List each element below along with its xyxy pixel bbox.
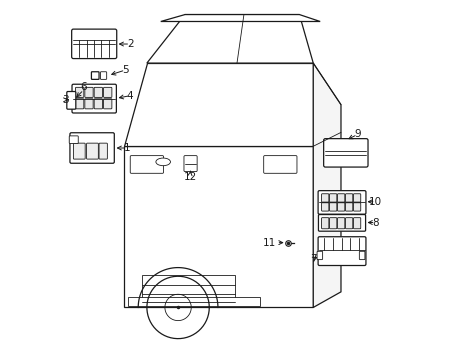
FancyBboxPatch shape [321,203,329,211]
FancyBboxPatch shape [85,87,93,97]
Text: 1: 1 [124,143,130,153]
FancyBboxPatch shape [354,194,361,202]
Text: 10: 10 [369,197,382,207]
Text: 5: 5 [122,65,129,75]
FancyBboxPatch shape [329,194,337,202]
Polygon shape [161,15,320,22]
FancyBboxPatch shape [72,84,117,113]
FancyBboxPatch shape [346,194,353,202]
FancyBboxPatch shape [87,143,99,159]
FancyBboxPatch shape [103,99,112,109]
Text: 9: 9 [354,129,361,140]
FancyBboxPatch shape [103,87,112,97]
FancyBboxPatch shape [324,139,368,167]
FancyBboxPatch shape [329,203,337,211]
FancyBboxPatch shape [319,215,365,231]
Polygon shape [313,63,341,307]
FancyBboxPatch shape [73,143,85,159]
Text: 4: 4 [127,91,134,101]
Polygon shape [124,146,313,307]
FancyBboxPatch shape [67,92,76,109]
FancyBboxPatch shape [94,99,102,109]
FancyBboxPatch shape [69,136,78,143]
FancyBboxPatch shape [75,99,84,109]
FancyBboxPatch shape [321,192,333,199]
FancyBboxPatch shape [91,72,99,79]
FancyBboxPatch shape [318,191,366,214]
FancyBboxPatch shape [94,87,102,97]
FancyBboxPatch shape [99,143,108,159]
FancyBboxPatch shape [70,133,114,163]
Bar [142,275,235,302]
FancyBboxPatch shape [359,251,365,260]
Ellipse shape [156,158,171,166]
Text: 6: 6 [81,82,87,92]
FancyBboxPatch shape [321,194,329,202]
FancyBboxPatch shape [184,156,197,172]
Polygon shape [147,15,313,63]
FancyBboxPatch shape [337,194,345,202]
FancyBboxPatch shape [354,218,361,229]
FancyBboxPatch shape [75,87,84,97]
Text: 12: 12 [183,172,197,182]
FancyBboxPatch shape [337,203,345,211]
FancyBboxPatch shape [346,218,353,229]
FancyBboxPatch shape [321,218,329,229]
FancyBboxPatch shape [130,156,164,173]
FancyBboxPatch shape [72,29,117,58]
Bar [128,297,260,306]
FancyBboxPatch shape [85,99,93,109]
FancyBboxPatch shape [100,72,107,79]
FancyBboxPatch shape [337,218,345,229]
Text: 3: 3 [62,95,69,105]
Polygon shape [124,63,313,146]
FancyBboxPatch shape [354,203,361,211]
FancyBboxPatch shape [317,251,323,260]
Text: 8: 8 [373,218,379,228]
Text: 11: 11 [263,238,276,248]
Text: 2: 2 [127,39,134,49]
FancyBboxPatch shape [329,218,337,229]
FancyBboxPatch shape [318,237,366,266]
FancyBboxPatch shape [346,203,353,211]
FancyBboxPatch shape [264,156,297,173]
Text: 7: 7 [310,254,317,264]
